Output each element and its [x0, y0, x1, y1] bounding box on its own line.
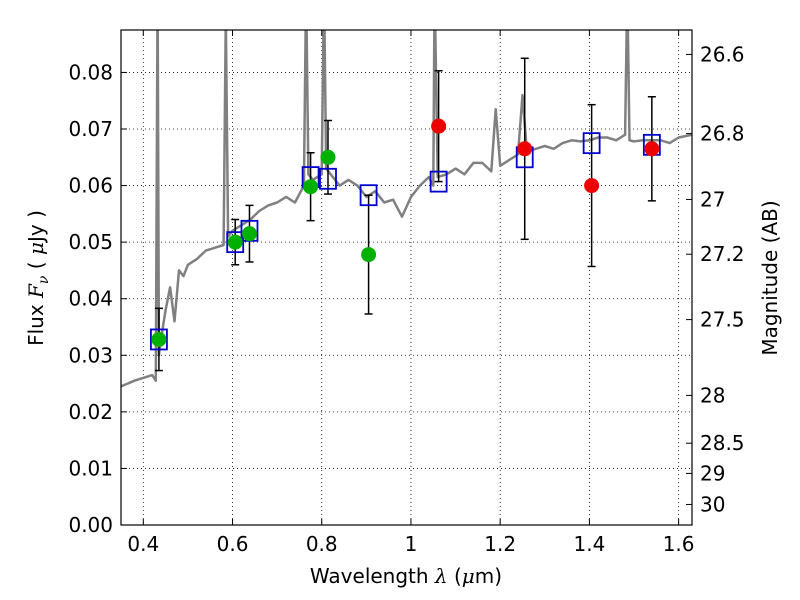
- model-photometry-square: [582, 132, 601, 155]
- observed-point: [361, 247, 377, 263]
- observed-point: [320, 149, 336, 165]
- model-photometry-square: [359, 184, 378, 207]
- observed-point: [241, 226, 257, 242]
- x-tick-label: 1.2: [484, 532, 516, 556]
- y2-tick-label: 27.2: [700, 242, 745, 266]
- y2-tick-label: 27.5: [700, 308, 745, 332]
- observed-point: [303, 179, 319, 195]
- model-spectrum-line: [121, 30, 692, 388]
- y2-axis-label: Magnitude (AB): [758, 200, 782, 355]
- y2-tick-label: 27: [700, 187, 725, 211]
- plot-frame: [120, 29, 693, 526]
- observed-point: [517, 141, 533, 157]
- y-tick-label: 0.02: [68, 400, 113, 424]
- x-tick-label: 0.8: [306, 532, 338, 556]
- y2-tick-label: 29: [700, 461, 725, 485]
- y2-tick-label: 28: [700, 383, 725, 407]
- x-tick-label: 1.4: [573, 532, 605, 556]
- grid: [121, 30, 692, 526]
- y-tick-label: 0.00: [68, 513, 113, 537]
- x-tick-label: 0.4: [127, 532, 159, 556]
- model-photometry-square: [429, 170, 448, 193]
- x-tick-label: 1: [405, 532, 418, 556]
- y-tick-label: 0.04: [68, 287, 113, 311]
- x-tick-label: 0.6: [217, 532, 249, 556]
- y2-tick-label: 30: [700, 492, 725, 516]
- plot-content: [121, 30, 692, 388]
- x-tick-label: 1.6: [663, 532, 695, 556]
- y-tick-label: 0.03: [68, 343, 113, 367]
- y-tick-label: 0.07: [68, 117, 113, 141]
- observed-point: [644, 141, 660, 157]
- y2-tick-label: 26.8: [700, 122, 745, 146]
- y2-tick-label: 26.6: [700, 42, 745, 66]
- observed-point: [584, 178, 600, 194]
- y-tick-label: 0.01: [68, 456, 113, 480]
- y-axis-label: Flux Fν ( μJy ): [24, 210, 52, 346]
- model-photometry-square: [226, 231, 245, 254]
- model-photometry-square: [150, 328, 168, 351]
- y2-tick-label: 28.5: [700, 431, 745, 455]
- observed-point: [151, 331, 167, 347]
- y-tick-label: 0.06: [68, 174, 113, 198]
- x-axis-label: Wavelength λ (μm): [310, 564, 502, 588]
- observed-point: [227, 234, 243, 250]
- y-tick-label: 0.08: [68, 60, 113, 84]
- y-tick-label: 0.05: [68, 230, 113, 254]
- ticks: 0.4 0.6 0.8 1 1.2 1.4 1.6 0.00 0.01 0.02 0.03 0.04 0…: [68, 30, 745, 556]
- model-photometry-square: [319, 167, 337, 190]
- observed-point: [431, 118, 447, 134]
